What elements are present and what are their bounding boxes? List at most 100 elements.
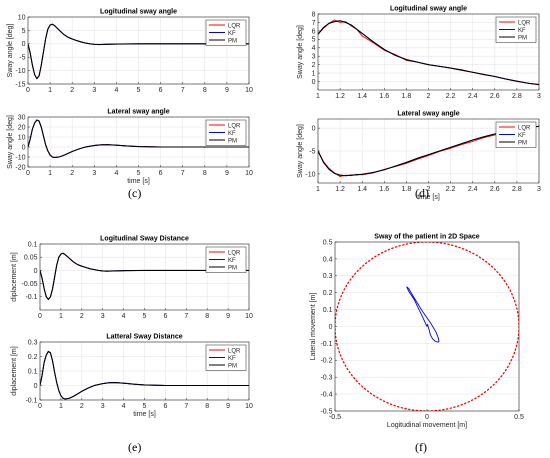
x-tick-label: 2.2: [446, 186, 456, 193]
data-layer: [28, 23, 249, 80]
x-axis-label: time [s]: [417, 194, 440, 201]
legend-label: LQR: [518, 20, 531, 26]
x-tick-label: 0: [38, 403, 42, 410]
chart-title: Lateral sway angle: [107, 109, 169, 116]
x-tick-label: 1.8: [402, 186, 412, 193]
y-tick-label: 0.2: [323, 290, 333, 297]
x-tick-label: 3: [92, 87, 96, 94]
series-line-pm: [28, 119, 249, 159]
x-tick-label: 0: [26, 87, 30, 94]
x-tick-label: 0.5: [514, 414, 524, 421]
y-tick-label: 0.5: [323, 239, 333, 246]
x-axis-label: time [s]: [127, 178, 150, 185]
x-tick-label: 5: [137, 87, 141, 94]
legend-label: LQR: [228, 123, 241, 129]
chart-d-top: 1 1.2 1.4 1.6 1.8 2 2.2 2.4 2.6 2.8 3012345678Logi…: [297, 6, 541, 101]
x-tick-label: 1.4: [357, 93, 367, 100]
x-tick-label: 5: [137, 170, 141, 177]
x-tick-label: 6: [159, 170, 163, 177]
chart-c-top: 0 1 2 3 4 5 6 7 8 9 10 -15 -10 -5 0 5 10 Logitudinal sway…: [7, 9, 253, 95]
x-tick-label: 4: [122, 403, 126, 410]
x-tick-label: 2.8: [512, 186, 522, 193]
panel-label-f: (f): [415, 440, 427, 454]
x-tick-label: 3: [101, 403, 105, 410]
data-layer: [318, 19, 539, 86]
x-tick-label: 8: [203, 87, 207, 94]
x-tick-label: 2: [427, 93, 431, 100]
y-axis-label: diplacement [m]: [11, 252, 18, 301]
chart-title: Logitudinal Sway Distance: [100, 236, 189, 243]
x-tick-label: 2: [427, 186, 431, 193]
x-tick-label: 5: [143, 403, 147, 410]
y-tick-label: 7: [312, 20, 316, 27]
y-tick-label: -0.5: [320, 408, 332, 415]
x-tick-label: 1.8: [402, 93, 412, 100]
x-tick-label: 7: [184, 313, 188, 320]
y-tick-label: -10: [305, 171, 315, 178]
x-tick-label: 8: [205, 403, 209, 410]
x-tick-label: 2.4: [468, 186, 478, 193]
y-tick-label: 8: [312, 11, 316, 18]
x-tick-label: 1: [316, 93, 320, 100]
y-tick-label: -0.1: [25, 397, 37, 404]
x-tick-label: 10: [245, 313, 253, 320]
panel-label-e: (e): [128, 440, 142, 454]
y-tick-label: 10: [18, 134, 26, 141]
y-tick-label: 0.1: [28, 241, 38, 248]
legend-label: KF: [518, 133, 526, 139]
y-tick-label: 5: [312, 37, 316, 44]
legend-label: LQR: [228, 348, 241, 354]
x-tick-label: 3: [92, 170, 96, 177]
y-tick-label: 0.4: [323, 256, 333, 263]
x-tick-label: 6: [159, 87, 163, 94]
chart-title: Latteral Sway Distance: [106, 334, 182, 341]
chart-title: Logitudinal sway angle: [390, 6, 467, 13]
x-tick-label: 2.6: [490, 186, 500, 193]
y-tick-label: 0: [22, 41, 26, 48]
data-layer: [40, 350, 249, 400]
x-tick-label: 1.2: [335, 186, 345, 193]
legend-label: PM: [228, 38, 237, 44]
y-tick-label: 10: [18, 14, 26, 21]
y-axis-label: Lateral movement [m]: [310, 293, 317, 361]
legend-label: PM: [518, 35, 527, 41]
chart-title: Sway of the patient in 2D Space: [374, 234, 480, 241]
legend-label: PM: [228, 265, 237, 271]
y-tick-label: -0.1: [320, 341, 332, 348]
x-tick-label: 10: [245, 87, 253, 94]
y-tick-label: 0.1: [28, 368, 38, 375]
y-tick-label: 20: [18, 124, 26, 131]
data-layer: [40, 252, 249, 300]
x-tick-label: 8: [203, 170, 207, 177]
y-tick-label: 0: [34, 268, 38, 275]
y-tick-label: 0.1: [323, 307, 333, 314]
y-tick-label: 0: [329, 324, 333, 331]
y-tick-label: -20: [15, 164, 25, 171]
chart-e-top: 0 1 2 3 4 5 6 7 8 9 10 -0.1 -0.05 0 0.05 0.1 Logitudinal…: [11, 236, 253, 321]
x-tick-label: 2: [70, 87, 74, 94]
x-tick-label: 2.8: [512, 93, 522, 100]
y-tick-label: 5: [22, 28, 26, 35]
y-tick-label: 0.2: [28, 354, 38, 361]
x-tick-label: 7: [184, 403, 188, 410]
legend-label: LQR: [518, 125, 531, 131]
x-tick-label: 10: [245, 170, 253, 177]
x-tick-label: 2.4: [468, 93, 478, 100]
legend-label: LQR: [228, 250, 241, 256]
y-axis-label: Sway angle [deg]: [297, 25, 304, 79]
data-layer: [335, 242, 519, 411]
y-tick-label: -0.1: [25, 294, 37, 301]
x-tick-label: 9: [225, 170, 229, 177]
y-tick-label: -0.2: [320, 358, 332, 365]
x-tick-label: 1: [59, 313, 63, 320]
y-tick-label: -10: [15, 68, 25, 75]
y-tick-label: 0.3: [323, 273, 333, 280]
x-tick-label: 7: [181, 170, 185, 177]
x-tick-label: 1.6: [379, 186, 389, 193]
y-tick-label: 0.3: [28, 339, 38, 346]
legend-label: LQR: [228, 23, 241, 29]
series-line-pm: [40, 350, 249, 400]
